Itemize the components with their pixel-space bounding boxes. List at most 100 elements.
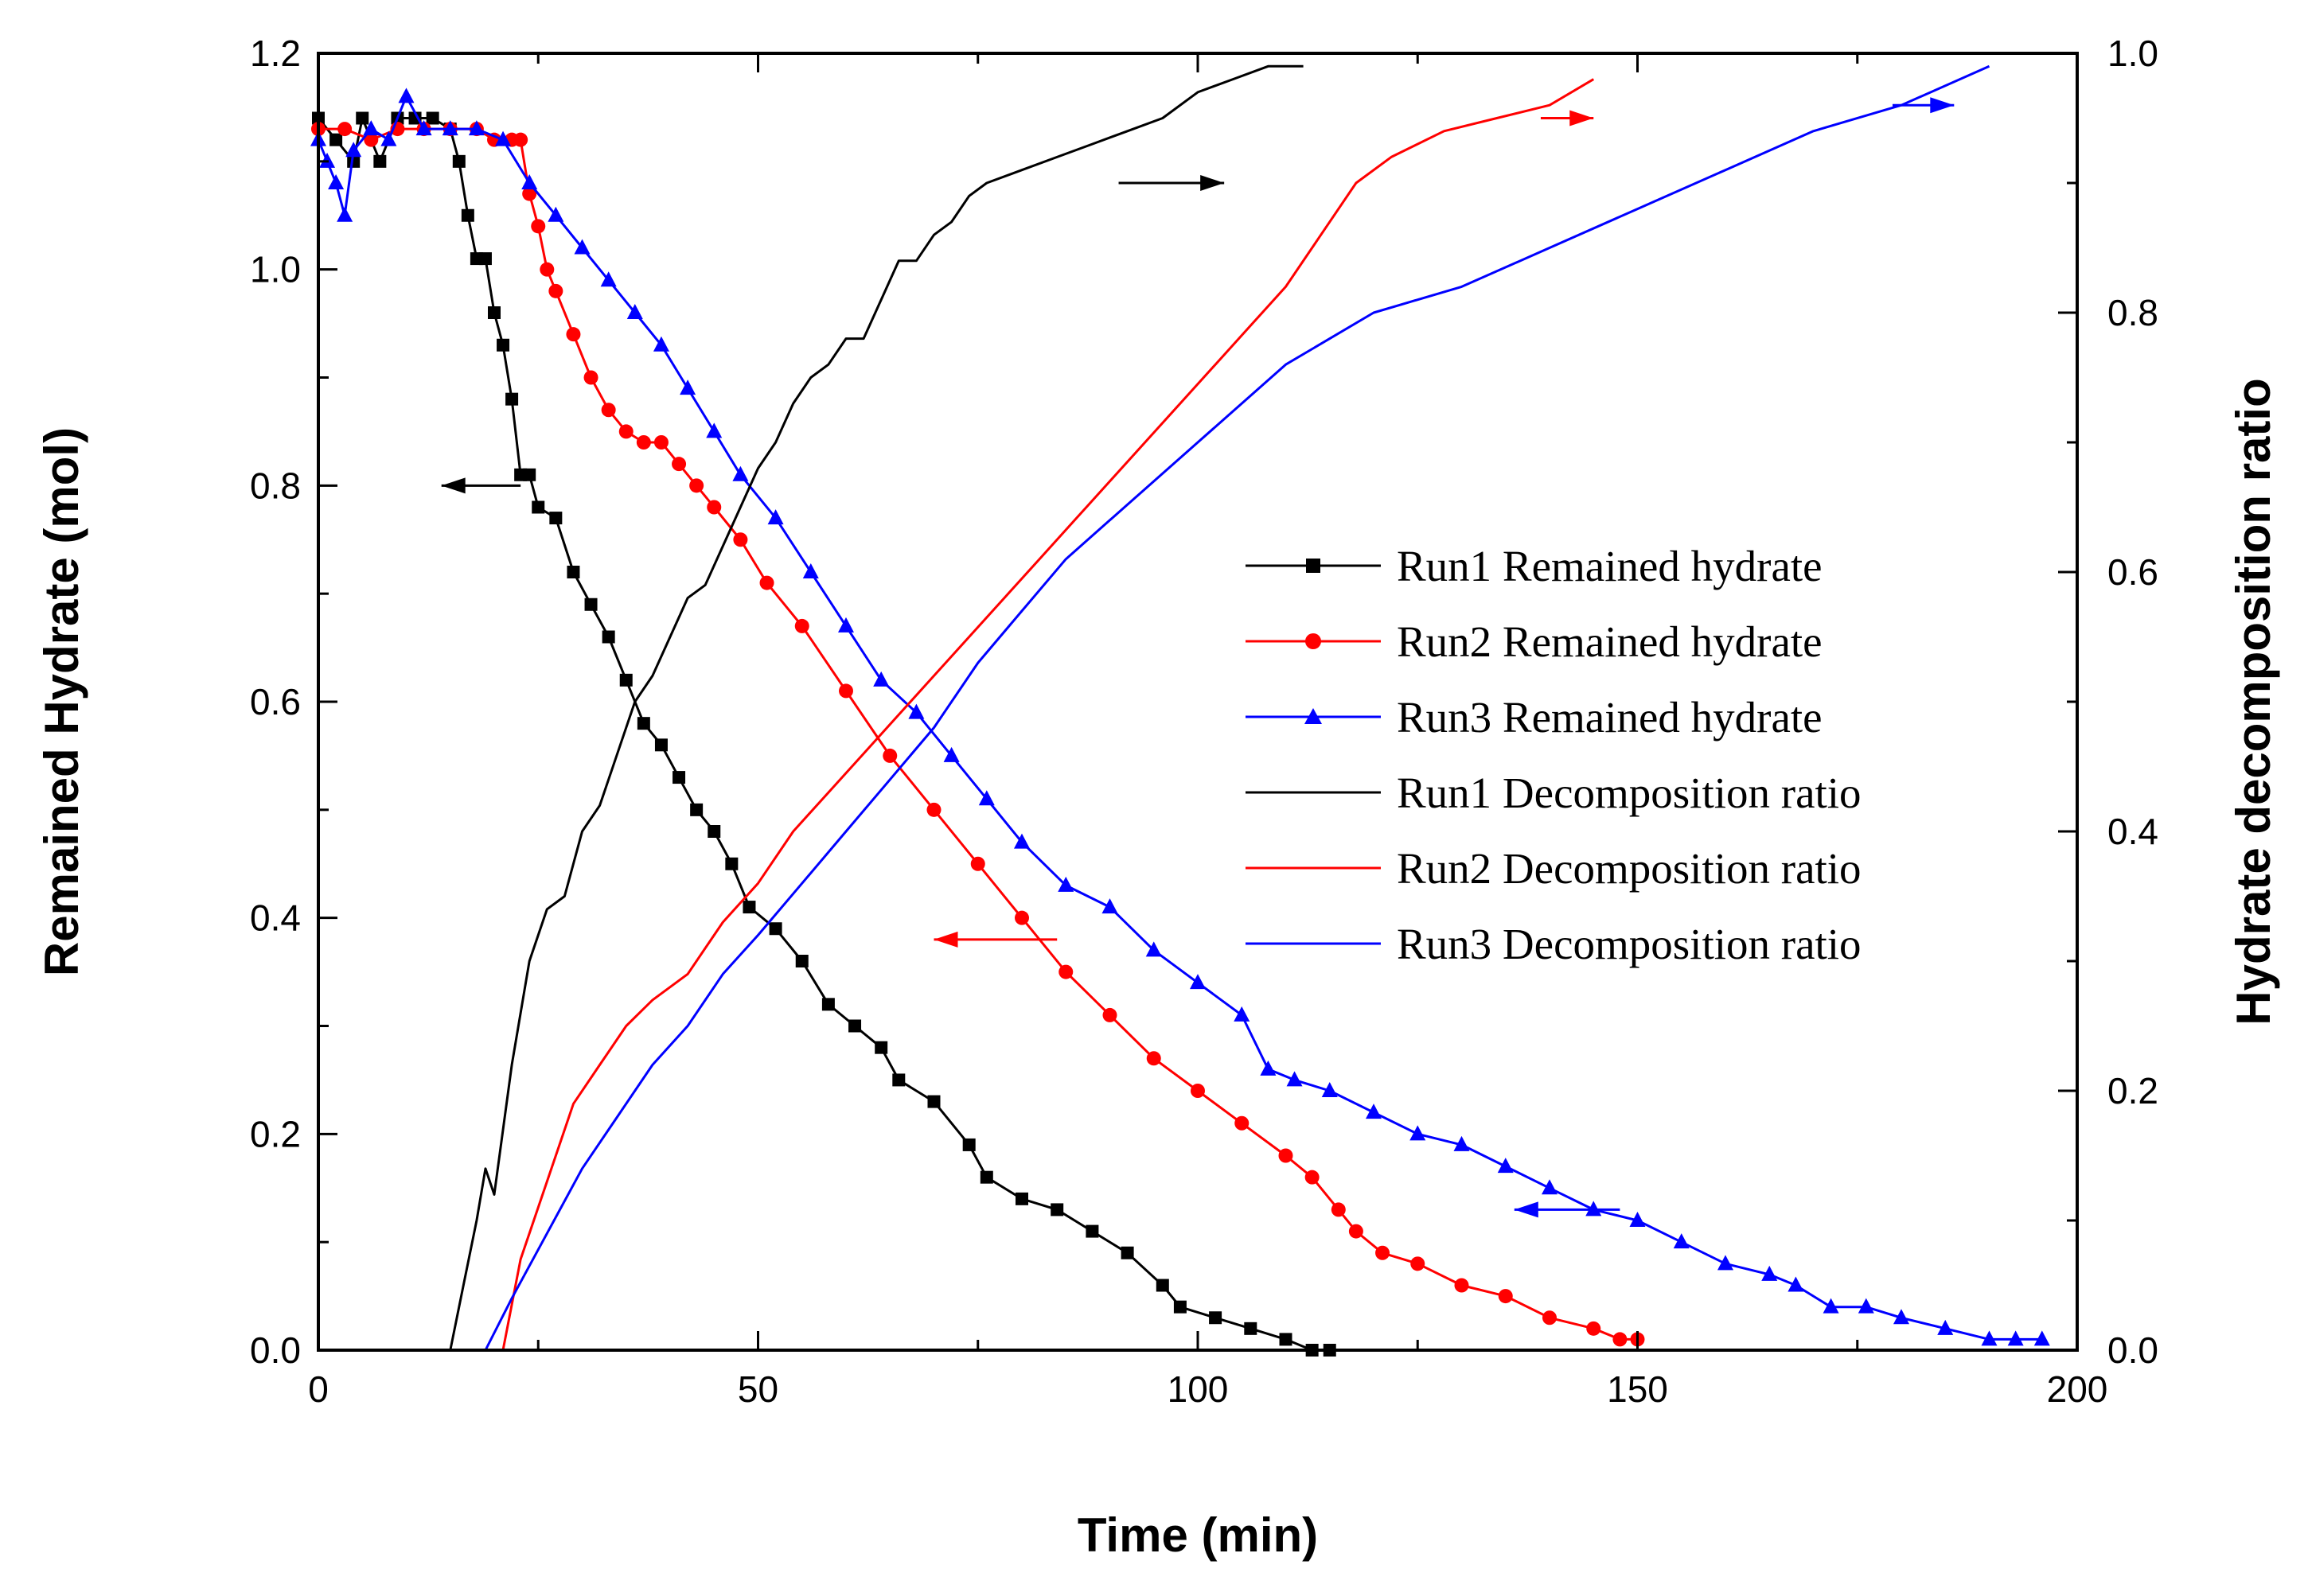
data-point-run1-remained-hydrate bbox=[637, 717, 650, 730]
legend-item-run2-ratio: Run2 Decomposition ratio bbox=[1246, 844, 1862, 893]
legend-item-run3-remained: Run3 Remained hydrate bbox=[1246, 693, 1823, 742]
y-left-tick-label: 0.8 bbox=[250, 465, 301, 506]
data-point-run1-remained-hydrate bbox=[619, 673, 633, 687]
data-point-run1-remained-hydrate bbox=[408, 111, 422, 125]
axis-layer: 0 50 100 150 2000.00.20.40.60.81.01.20.00.20… bbox=[250, 33, 2158, 1410]
data-point-run3-remained-hydrate bbox=[732, 465, 749, 481]
data-point-run3-remained-hydrate bbox=[415, 120, 432, 136]
legend: Run1 Remained hydrate Run2 Remained hydr… bbox=[1246, 542, 1862, 968]
data-point-run2-remained-hydrate bbox=[522, 186, 537, 201]
data-point-run3-remained-hydrate bbox=[1893, 1309, 1909, 1325]
data-point-run3-remained-hydrate bbox=[767, 509, 784, 525]
data-point-run1-remained-hydrate bbox=[1173, 1300, 1187, 1314]
data-point-run1-remained-hydrate bbox=[505, 392, 519, 406]
y-right-tick-label: 0.2 bbox=[2107, 1070, 2158, 1111]
data-point-run2-remained-hydrate bbox=[689, 478, 704, 493]
data-point-run1-remained-hydrate bbox=[848, 1019, 862, 1033]
data-point-run2-remained-hydrate bbox=[1278, 1148, 1293, 1163]
data-point-run1-remained-hydrate bbox=[452, 154, 466, 168]
data-point-run3-remained-hydrate bbox=[873, 671, 890, 687]
data-point-run3-remained-hydrate bbox=[600, 271, 617, 287]
data-point-run1-remained-hydrate bbox=[1156, 1279, 1169, 1292]
data-point-run3-remained-hydrate bbox=[1014, 833, 1030, 849]
data-point-run3-remained-hydrate bbox=[1321, 1082, 1338, 1097]
data-point-run2-remained-hydrate bbox=[566, 327, 581, 342]
data-point-run3-remained-hydrate bbox=[1823, 1298, 1839, 1314]
data-point-run1-remained-hydrate bbox=[373, 154, 387, 168]
data-point-run1-remained-hydrate bbox=[654, 738, 668, 752]
data-point-run1-remained-hydrate bbox=[478, 252, 492, 266]
data-point-run3-remained-hydrate bbox=[943, 746, 960, 762]
legend-marker-square bbox=[1306, 559, 1320, 573]
data-point-run1-remained-hydrate bbox=[567, 566, 580, 578]
data-point-run1-remained-hydrate bbox=[743, 901, 756, 914]
data-point-run3-remained-hydrate bbox=[2007, 1330, 2024, 1346]
data-point-run2-remained-hydrate bbox=[1191, 1084, 1205, 1098]
y-right-tick-label: 0.4 bbox=[2107, 811, 2158, 852]
data-point-run3-remained-hydrate bbox=[1629, 1212, 1646, 1227]
y-left-tick-label: 1.2 bbox=[250, 33, 301, 74]
data-point-run3-remained-hydrate bbox=[1409, 1125, 1426, 1141]
run3-right-arrow-head bbox=[1930, 97, 1955, 114]
data-point-run2-remained-hydrate bbox=[1542, 1310, 1557, 1325]
data-point-run2-remained-hydrate bbox=[1454, 1278, 1469, 1293]
data-point-run3-remained-hydrate bbox=[978, 790, 995, 806]
data-point-run1-remained-hydrate bbox=[690, 803, 704, 816]
data-point-run3-remained-hydrate bbox=[1260, 1060, 1277, 1076]
y-left-tick-label: 0.0 bbox=[250, 1329, 301, 1371]
y-left-tick-label: 1.0 bbox=[250, 249, 301, 290]
data-point-run2-remained-hydrate bbox=[1375, 1245, 1390, 1260]
data-point-run1-remained-hydrate bbox=[962, 1138, 976, 1151]
data-point-run3-remained-hydrate bbox=[1453, 1135, 1470, 1151]
data-point-run2-remained-hydrate bbox=[672, 457, 687, 472]
data-point-run2-remained-hydrate bbox=[1612, 1332, 1628, 1347]
data-point-run2-remained-hydrate bbox=[1102, 1007, 1117, 1022]
data-point-run3-remained-hydrate bbox=[495, 130, 512, 146]
data-point-run3-remained-hydrate bbox=[1673, 1233, 1690, 1249]
data-point-run2-remained-hydrate bbox=[618, 424, 634, 439]
legend-item-run2-remained: Run2 Remained hydrate bbox=[1246, 617, 1823, 666]
data-point-run3-remained-hydrate bbox=[802, 563, 819, 578]
y-right-tick-label: 1.0 bbox=[2107, 33, 2158, 74]
data-point-run2-remained-hydrate bbox=[540, 262, 555, 277]
data-point-run3-remained-hydrate bbox=[1366, 1104, 1382, 1119]
data-point-run1-remained-hydrate bbox=[1121, 1246, 1134, 1259]
data-point-run2-remained-hydrate bbox=[1348, 1224, 1363, 1239]
data-point-run1-remained-hydrate bbox=[892, 1073, 906, 1087]
data-point-run2-remained-hydrate bbox=[839, 683, 853, 699]
arrow-layer bbox=[441, 97, 1955, 1218]
data-point-run3-remained-hydrate bbox=[548, 206, 564, 222]
data-point-run3-remained-hydrate bbox=[1101, 898, 1118, 914]
data-point-run2-remained-hydrate bbox=[364, 132, 379, 147]
data-point-run3-remained-hydrate bbox=[1858, 1298, 1874, 1314]
data-point-run1-remained-hydrate bbox=[795, 955, 809, 967]
run2-left-arrow-head bbox=[934, 931, 958, 948]
data-point-run1-remained-hydrate bbox=[1086, 1224, 1099, 1238]
data-point-run3-remained-hydrate bbox=[1542, 1179, 1558, 1195]
data-point-run2-remained-hydrate bbox=[707, 500, 722, 515]
data-point-run2-remained-hydrate bbox=[1015, 910, 1029, 925]
data-point-run1-remained-hydrate bbox=[1016, 1192, 1028, 1205]
data-point-run2-remained-hydrate bbox=[1410, 1256, 1425, 1271]
legend-item-run1-ratio: Run1 Decomposition ratio bbox=[1246, 769, 1862, 817]
y-left-axis-title: Remained Hydrate (mol) bbox=[35, 427, 88, 976]
x-axis-title: Time (min) bbox=[1078, 1508, 1318, 1562]
legend-label-run1-remained: Run1 Remained hydrate bbox=[1397, 542, 1823, 590]
legend-marker-triangle bbox=[1304, 708, 1322, 724]
x-tick-label: 150 bbox=[1607, 1368, 1668, 1410]
y-right-tick-label: 0.0 bbox=[2107, 1329, 2158, 1371]
series-line-run1-decomposition-ratio bbox=[318, 64, 1304, 1352]
data-point-run3-remained-hydrate bbox=[1497, 1158, 1514, 1174]
data-point-run3-remained-hydrate bbox=[1286, 1071, 1303, 1087]
run1-right-arrow-head bbox=[1200, 175, 1225, 191]
data-point-run2-remained-hydrate bbox=[794, 618, 809, 633]
legend-item-run3-ratio: Run3 Decomposition ratio bbox=[1246, 920, 1862, 968]
data-point-run3-remained-hydrate bbox=[574, 239, 591, 255]
data-point-run1-remained-hydrate bbox=[708, 825, 721, 838]
data-point-run2-remained-hydrate bbox=[653, 435, 669, 450]
data-point-run3-remained-hydrate bbox=[838, 617, 854, 633]
y-left-tick-label: 0.2 bbox=[250, 1113, 301, 1154]
y-left-tick-label: 0.4 bbox=[250, 897, 301, 939]
data-point-run3-remained-hydrate bbox=[468, 120, 485, 136]
data-point-run2-remained-hydrate bbox=[601, 403, 616, 418]
